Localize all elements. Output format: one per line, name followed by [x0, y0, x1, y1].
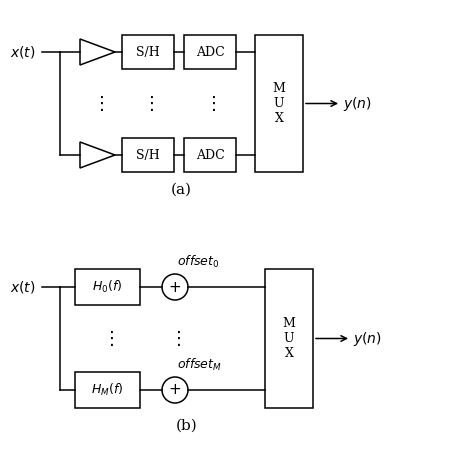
Text: $\vdots$: $\vdots$	[169, 329, 181, 348]
Text: ADC: ADC	[196, 149, 224, 161]
Text: M
U
X: M U X	[283, 317, 295, 360]
Text: $H_0(f)$: $H_0(f)$	[92, 279, 123, 295]
Text: M
U
X: M U X	[273, 82, 285, 125]
Bar	[184, 138, 236, 172]
Bar	[255, 35, 303, 172]
Bar	[265, 269, 313, 408]
Bar	[122, 138, 174, 172]
Bar	[184, 35, 236, 69]
Text: $\vdots$: $\vdots$	[204, 94, 216, 113]
Text: $\vdots$: $\vdots$	[101, 329, 113, 348]
Bar	[122, 35, 174, 69]
Text: S/H: S/H	[136, 45, 160, 59]
Text: S/H: S/H	[136, 149, 160, 161]
Text: $\vdots$: $\vdots$	[142, 94, 154, 113]
Text: $y(n)$: $y(n)$	[353, 330, 382, 348]
Bar	[75, 372, 140, 408]
Text: $x(t)$: $x(t)$	[10, 44, 35, 60]
Text: ADC: ADC	[196, 45, 224, 59]
Text: +: +	[169, 383, 182, 398]
Text: $H_M(f)$: $H_M(f)$	[91, 382, 124, 398]
Text: (a): (a)	[171, 183, 192, 197]
Text: (b): (b)	[176, 419, 197, 433]
Text: $\vdots$: $\vdots$	[92, 94, 104, 113]
Text: $y(n)$: $y(n)$	[343, 94, 372, 113]
Text: $x(t)$: $x(t)$	[10, 279, 35, 295]
Text: +: +	[169, 280, 182, 295]
Text: $offset_M$: $offset_M$	[177, 357, 222, 373]
Bar	[75, 269, 140, 305]
Text: $offset_0$: $offset_0$	[177, 254, 220, 270]
